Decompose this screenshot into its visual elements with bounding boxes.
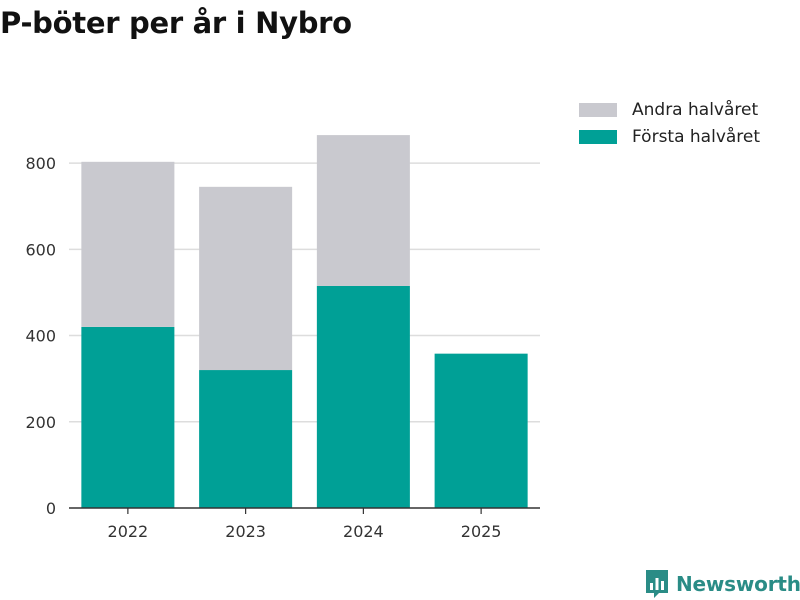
x-tick-label-2022: 2022 (108, 522, 149, 541)
newsworthy-logo-icon (646, 570, 668, 598)
x-tick-label-2024: 2024 (343, 522, 384, 541)
legend-swatch-second-half (579, 102, 617, 117)
legend-label-first-half: Första halvåret (632, 126, 761, 147)
bar-2023-first-half[interactable] (199, 370, 293, 508)
x-tick-label-2023: 2023 (225, 522, 266, 541)
legend-swatch-first-half (579, 129, 617, 144)
bar-2024-second-half[interactable] (316, 135, 410, 286)
y-tick-label-800: 800 (25, 154, 56, 173)
bar-2024-first-half[interactable] (316, 285, 410, 508)
legend-item-first-half[interactable]: Första halvåret (579, 123, 760, 150)
brand-name: Newsworthy (676, 572, 800, 596)
y-tick-label-400: 400 (25, 327, 56, 346)
axes: 0 200 400 600 800 2022 2023 2024 2025 (25, 154, 540, 541)
bar-2023-second-half[interactable] (199, 186, 293, 371)
legend-item-second-half[interactable]: Andra halvåret (579, 96, 760, 123)
bars (81, 135, 528, 508)
x-tick-label-2025: 2025 (461, 522, 502, 541)
y-tick-label-600: 600 (25, 240, 56, 259)
legend-label-second-half: Andra halvåret (632, 99, 759, 120)
y-tick-label-200: 200 (25, 413, 56, 432)
legend: Andra halvåret Första halvåret (579, 96, 760, 150)
y-tick-label-0: 0 (46, 499, 56, 518)
bar-2025-first-half[interactable] (434, 353, 528, 508)
bar-2022-second-half[interactable] (81, 161, 175, 327)
brand-logo[interactable]: Newsworthy (644, 568, 800, 600)
bar-2022-first-half[interactable] (81, 326, 175, 508)
chart-title: P-böter per år i Nybro (0, 6, 352, 40)
